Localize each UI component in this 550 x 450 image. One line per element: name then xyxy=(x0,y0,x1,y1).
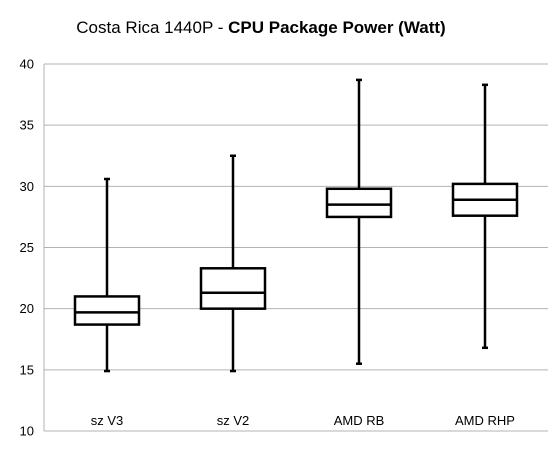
x-category-label: sz V3 xyxy=(91,413,124,428)
x-category-label: AMD RHP xyxy=(455,413,515,428)
chart-title-bold: CPU Package Power (Watt) xyxy=(228,18,446,37)
chart-title: Costa Rica 1440P - CPU Package Power (Wa… xyxy=(0,18,522,38)
y-tick-label: 20 xyxy=(20,301,34,316)
box-iqr xyxy=(73,295,141,326)
box-iqr xyxy=(199,267,267,310)
box-iqr xyxy=(325,187,393,219)
y-tick-label: 15 xyxy=(20,362,34,377)
x-category-label: AMD RB xyxy=(334,413,385,428)
y-tick-label: 30 xyxy=(20,179,34,194)
chart-title-prefix: Costa Rica 1440P - xyxy=(76,18,229,37)
y-tick-label: 35 xyxy=(20,118,34,133)
y-tick-label: 25 xyxy=(20,240,34,255)
y-tick-label: 40 xyxy=(20,57,34,72)
y-tick-label: 10 xyxy=(20,424,34,439)
x-category-label: sz V2 xyxy=(217,413,250,428)
